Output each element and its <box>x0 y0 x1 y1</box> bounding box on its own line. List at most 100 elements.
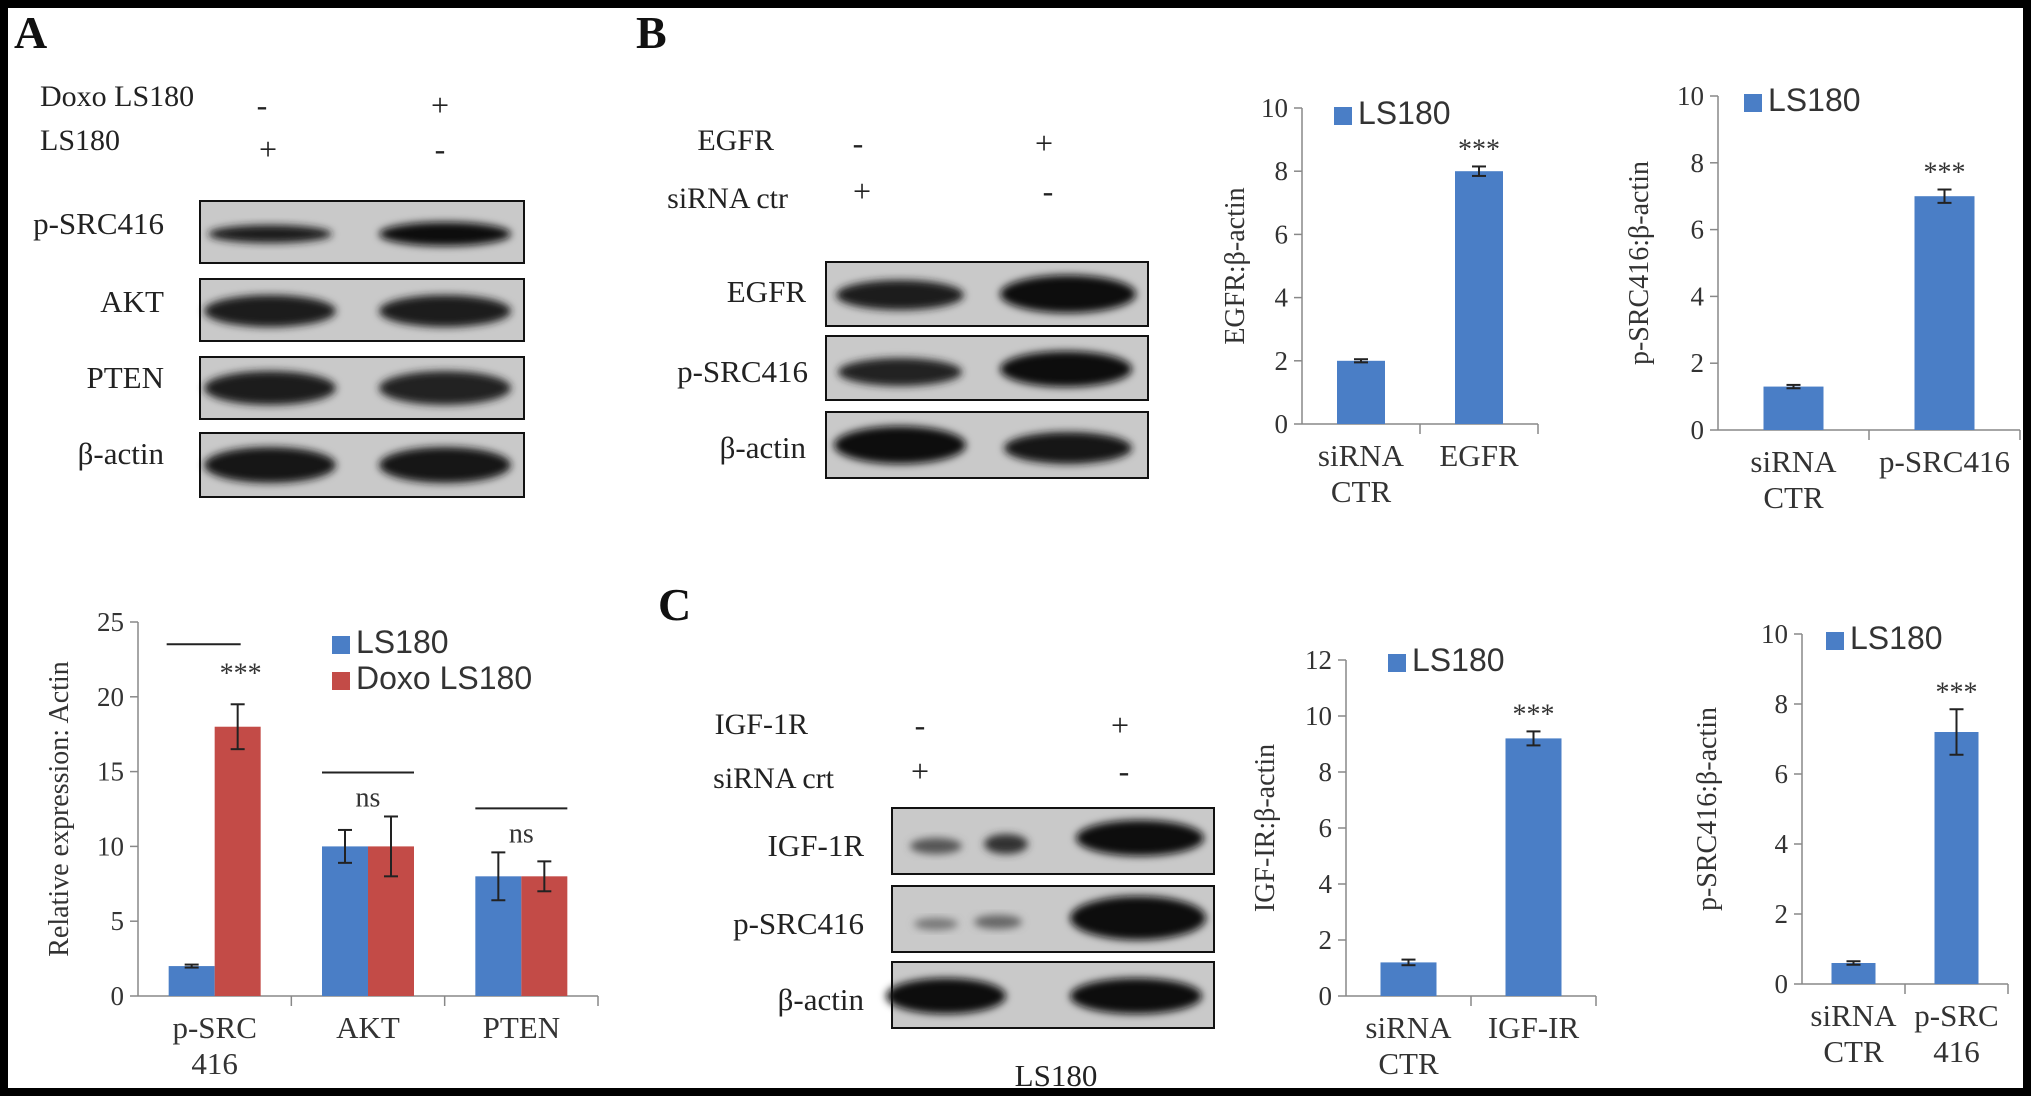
blot-a-row-label: PTEN <box>87 360 165 395</box>
y-tick-label: 6 <box>1275 219 1289 249</box>
y-tick-label: 12 <box>1305 645 1332 675</box>
x-category-label: p-SRC416 <box>1879 444 2010 479</box>
x-category-label: siRNA <box>1365 1010 1452 1045</box>
significance-label: *** <box>1924 158 1966 189</box>
blot-c-row-label: p-SRC416 <box>733 906 864 941</box>
y-tick-label: 2 <box>1691 348 1705 378</box>
y-axis-title: p-SRC416:β-actin <box>1692 707 1723 911</box>
y-tick-label: 20 <box>97 682 124 712</box>
blot-a-row-label: AKT <box>100 284 164 319</box>
y-tick-label: 8 <box>1775 689 1789 719</box>
bar <box>1831 963 1876 984</box>
blot-c-caption: LS180 <box>1015 1058 1098 1088</box>
bar <box>214 726 261 996</box>
y-tick-label: 6 <box>1691 215 1705 245</box>
bar <box>322 846 368 996</box>
bar <box>1763 386 1824 430</box>
blot-band <box>204 371 336 405</box>
blot-a-condition-label-1: Doxo LS180 <box>40 80 194 113</box>
blot-a-row-label: β-actin <box>78 436 165 471</box>
y-tick-label: 4 <box>1319 869 1333 899</box>
significance-label: *** <box>220 658 262 689</box>
bar <box>168 966 215 996</box>
blot-c-condition-label-1: IGF-1R <box>715 708 808 741</box>
y-tick-label: 0 <box>1319 981 1333 1011</box>
y-tick-label: 10 <box>97 831 124 861</box>
x-category-label: AKT <box>336 1010 400 1045</box>
y-tick-label: 0 <box>1275 409 1289 439</box>
y-tick-label: 4 <box>1691 281 1705 311</box>
y-tick-label: 6 <box>1319 813 1333 843</box>
blot-band <box>379 447 511 483</box>
y-tick-label: 10 <box>1677 81 1704 111</box>
y-tick-label: 10 <box>1305 701 1332 731</box>
blot-band <box>208 225 332 243</box>
significance-label: *** <box>1513 699 1555 730</box>
y-tick-label: 6 <box>1775 759 1789 789</box>
blot-band <box>379 222 511 246</box>
y-axis-title: p-SRC416:β-actin <box>1624 161 1655 365</box>
blot-band <box>204 295 336 327</box>
legend-label: LS180 <box>356 624 449 660</box>
western-blot-a: Doxo LS180 LS180 - + + - p-SRC416 AKT PT… <box>33 80 525 498</box>
blot-b-sign: - <box>1043 173 1054 209</box>
panel-letter-a: A <box>14 8 47 58</box>
blot-band <box>910 838 962 854</box>
blot-b-sign: + <box>1035 125 1053 161</box>
blot-a-sign: - <box>435 131 446 167</box>
y-tick-label: 0 <box>111 981 125 1011</box>
y-tick-label: 2 <box>1319 925 1333 955</box>
y-axis-title: IGF-IR:β-actin <box>1250 744 1281 912</box>
blot-band <box>974 915 1022 929</box>
western-blot-c: IGF-1R siRNA crt - + + - IGF-1R p-SRC416… <box>713 707 1215 1093</box>
y-tick-label: 8 <box>1275 156 1289 186</box>
blot-band <box>379 295 511 327</box>
x-category-label: IGF-IR <box>1488 1010 1580 1045</box>
x-category-label: CTR <box>1823 1034 1884 1069</box>
y-tick-label: 4 <box>1775 829 1789 859</box>
blot-c-row-label: IGF-1R <box>768 828 865 863</box>
y-tick-label: 4 <box>1275 283 1289 313</box>
blot-c-row-label: β-actin <box>778 982 865 1017</box>
y-tick-label: 8 <box>1319 757 1333 787</box>
x-category-label: siRNA <box>1810 998 1897 1033</box>
y-tick-label: 5 <box>111 906 125 936</box>
blot-band <box>984 834 1028 854</box>
x-category-label: 416 <box>1933 1034 1980 1069</box>
y-tick-label: 25 <box>97 607 124 637</box>
legend-label: LS180 <box>1850 620 1943 656</box>
x-category-label: EGFR <box>1439 438 1519 473</box>
significance-label: ns <box>509 818 534 849</box>
x-category-label: CTR <box>1331 474 1392 509</box>
x-category-label: CTR <box>1378 1046 1439 1081</box>
legend-swatch <box>1334 107 1352 125</box>
bar <box>1934 732 1979 984</box>
x-category-label: siRNA <box>1318 438 1405 473</box>
y-tick-label: 15 <box>97 757 124 787</box>
blot-b-condition-label-2: siRNA ctr <box>667 182 788 215</box>
blot-a-sign: + <box>259 131 277 167</box>
blot-b-sign: + <box>853 173 871 209</box>
legend-swatch <box>332 672 350 690</box>
blot-b-row-label: p-SRC416 <box>677 354 808 389</box>
bar <box>1380 962 1437 996</box>
legend-swatch <box>1744 94 1762 112</box>
bar <box>1455 171 1503 424</box>
panel-letter-b: B <box>636 8 667 58</box>
blot-band <box>1004 432 1132 464</box>
y-axis-title: EGFR:β-actin <box>1220 187 1251 344</box>
blot-b-row-label: EGFR <box>727 274 807 309</box>
blot-b-row-label: β-actin <box>720 430 807 465</box>
bar <box>1337 360 1385 424</box>
legend-label: Doxo LS180 <box>356 660 532 696</box>
blot-band <box>886 978 1006 1014</box>
panel-letter-c: C <box>658 579 691 630</box>
blot-band <box>1000 275 1136 313</box>
blot-c-sign: - <box>1119 753 1130 789</box>
legend-swatch <box>1388 654 1406 672</box>
blot-b-sign: - <box>853 125 864 161</box>
